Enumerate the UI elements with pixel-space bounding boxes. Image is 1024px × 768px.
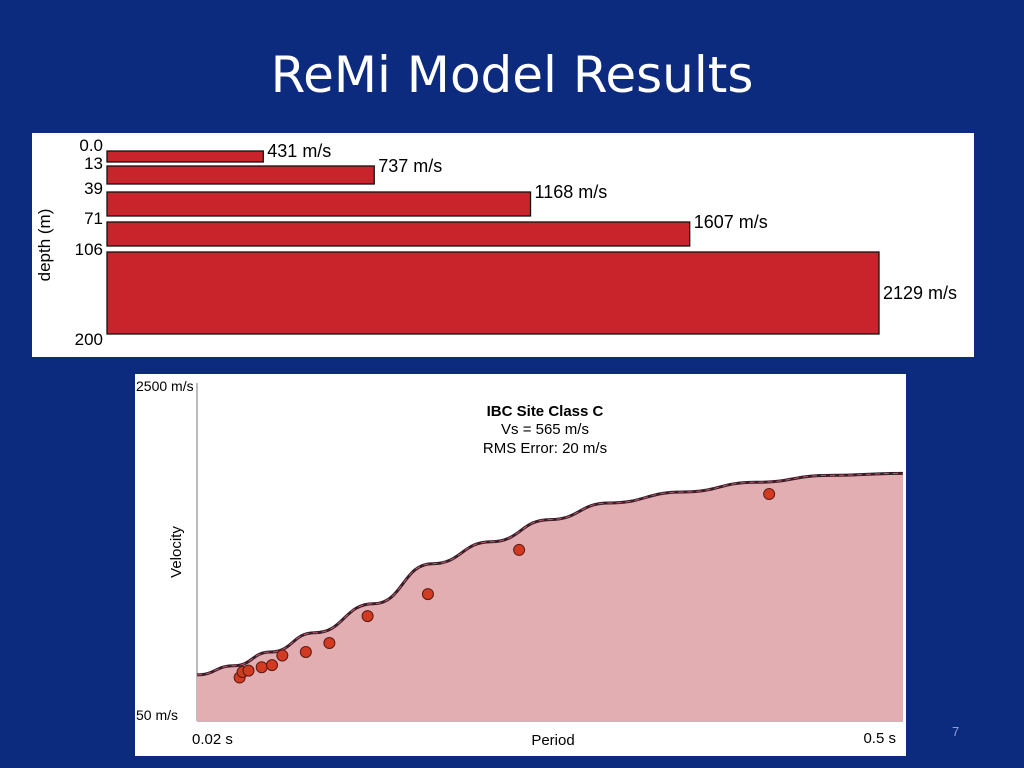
rms-error-text: RMS Error: 20 m/s	[483, 440, 607, 457]
velocity-layer-bar	[106, 221, 691, 247]
x-tick-label: 0.02 s	[192, 731, 233, 748]
data-point	[361, 610, 374, 623]
data-point	[266, 659, 279, 672]
dispersion-panel: IBC Site Class C Vs = 565 m/s RMS Error: 2…	[135, 374, 906, 756]
vs-value-text: Vs = 565 m/s	[501, 421, 589, 438]
velocity-layer-bar	[106, 251, 880, 335]
velocity-profile-panel: depth (m) 0.0 13 39 71 106 200 431 m/s 737 m/s 11…	[32, 133, 974, 357]
depth-tick-label: 0.0	[79, 136, 103, 155]
depth-tick-label: 106	[75, 240, 103, 259]
x-axis-label: Period	[531, 732, 574, 749]
velocity-layer-label: 1168 m/s	[535, 182, 608, 202]
depth-axis-label: depth (m)	[35, 209, 54, 282]
velocity-area-fill	[197, 473, 903, 721]
data-point	[255, 661, 268, 674]
depth-tick-label: 13	[84, 154, 103, 173]
velocity-layer-label: 431 m/s	[267, 141, 331, 161]
depth-tick-label: 39	[84, 179, 103, 198]
velocity-layer-label: 2129 m/s	[883, 283, 957, 303]
data-point	[513, 543, 526, 556]
data-point	[242, 664, 255, 677]
velocity-profile-chart: depth (m) 0.013 39 71 106 200 431 m/s 737 m/s 11…	[35, 136, 957, 349]
data-point	[276, 649, 289, 662]
slide-title: ReMi Model Results	[270, 46, 754, 104]
velocity-layer-bar	[106, 191, 532, 217]
x-tick-label: 0.5 s	[863, 730, 896, 747]
data-point	[299, 646, 312, 659]
site-class-heading: IBC Site Class C	[487, 403, 604, 420]
data-point	[323, 637, 336, 650]
velocity-layer-label: 737 m/s	[378, 156, 442, 176]
page-number: 7	[952, 724, 960, 739]
velocity-layer-label: 1607 m/s	[694, 212, 768, 232]
y-tick-label: 2500 m/s	[136, 378, 194, 394]
dispersion-curve-dash	[196, 472, 904, 676]
data-point	[421, 588, 434, 601]
velocity-layer-bar	[106, 150, 264, 163]
data-point	[763, 488, 776, 501]
depth-tick-label: 71	[84, 209, 103, 228]
velocity-layer-bar	[106, 165, 375, 185]
dispersion-curve-chart: IBC Site Class CVs = 565 m/s RMS Error: 2…	[136, 378, 904, 749]
y-axis-label: Velocity	[168, 526, 185, 578]
depth-tick-label: 200	[75, 330, 103, 349]
y-tick-label: 50 m/s	[136, 707, 178, 723]
